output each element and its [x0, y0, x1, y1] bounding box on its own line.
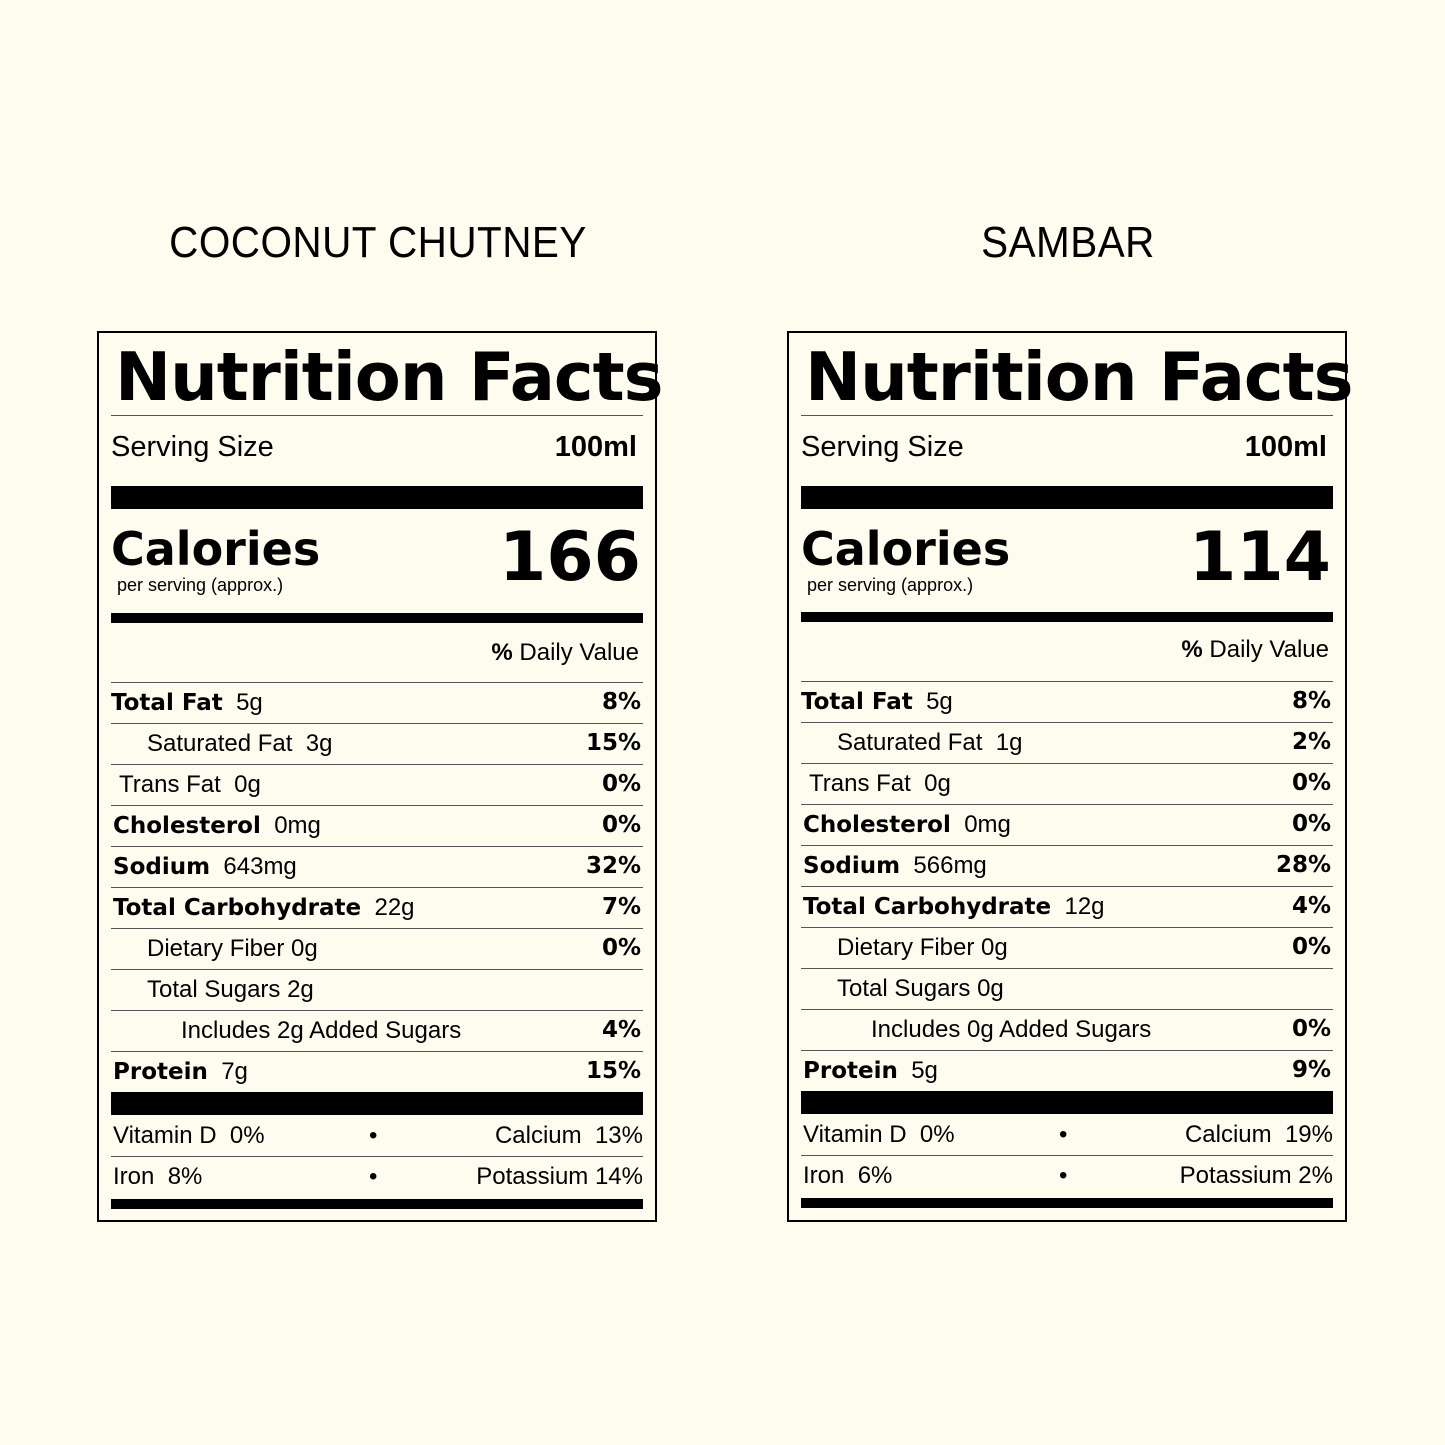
medium-divider — [111, 1199, 643, 1209]
nutrient-row-total-carbohydrate: Total Carbohydrate 12g 4% — [801, 886, 1333, 927]
calories-label: Calories — [801, 522, 1011, 576]
divider — [801, 415, 1333, 416]
nutrient-row-total-sugars: Total Sugars 2g — [111, 969, 643, 1010]
mineral-row: Iron 6% • Potassium 2% — [803, 1162, 1333, 1189]
product-heading-sambar: SAMBAR — [981, 218, 1155, 267]
nutrition-label-sambar: Nutrition Facts Serving Size 100ml Calor… — [787, 331, 1354, 1222]
serving-size-label: Serving Size — [801, 431, 964, 463]
calories-subtext: per serving (approx.) — [807, 575, 974, 595]
nutrient-row-sodium: Sodium 566mg 28% — [801, 845, 1333, 886]
nutrient-row-total-carbohydrate: Total Carbohydrate 22g 7% — [111, 887, 643, 928]
calories-label: Calories — [111, 522, 321, 576]
nutrient-row-saturated-fat: Saturated Fat 3g 15% — [111, 723, 643, 764]
nutrient-row-added-sugars: Includes 2g Added Sugars 4% — [111, 1010, 643, 1051]
nutrition-label-coconut-chutney: Nutrition Facts Serving Size 100ml Calor… — [97, 331, 664, 1222]
calories-value: 166 — [499, 518, 641, 597]
calories-subtext: per serving (approx.) — [117, 575, 284, 595]
thick-divider — [111, 1092, 643, 1115]
thick-divider — [111, 486, 643, 509]
product-heading-coconut-chutney: COCONUT CHUTNEY — [169, 218, 587, 267]
nutrient-row-added-sugars: Includes 0g Added Sugars 0% — [801, 1009, 1333, 1050]
divider — [801, 1155, 1333, 1156]
thick-divider — [801, 1091, 1333, 1114]
thick-divider — [801, 486, 1333, 509]
calories-value: 114 — [1189, 518, 1331, 597]
nutrient-row-dietary-fiber: Dietary Fiber 0g 0% — [111, 928, 643, 969]
serving-size-label: Serving Size — [111, 431, 274, 463]
vitamin-row: Vitamin D 0% • Calcium 19% — [803, 1121, 1333, 1148]
nutrient-row-protein: Protein 5g 9% — [801, 1050, 1333, 1091]
nutrient-row-cholesterol: Cholesterol 0mg 0% — [801, 804, 1333, 845]
nutrient-row-trans-fat: Trans Fat 0g 0% — [801, 763, 1333, 804]
divider — [111, 1156, 643, 1157]
vitamin-row: Vitamin D 0% • Calcium 13% — [113, 1122, 643, 1149]
medium-divider — [801, 1198, 1333, 1208]
nutrient-row-protein: Protein 7g 15% — [111, 1051, 643, 1092]
mineral-row: Iron 8% • Potassium 14% — [113, 1163, 643, 1190]
nutrient-row-sodium: Sodium 643mg 32% — [111, 846, 643, 887]
medium-divider — [801, 612, 1333, 622]
nutrient-row-cholesterol: Cholesterol 0mg 0% — [111, 805, 643, 846]
nutrient-row-total-sugars: Total Sugars 0g — [801, 968, 1333, 1009]
serving-size-value: 100ml — [554, 431, 637, 463]
medium-divider — [111, 613, 643, 623]
nutrition-facts-title: Nutrition Facts — [805, 338, 1354, 416]
nutrient-row-total-fat: Total Fat 5g 8% — [111, 682, 643, 723]
nutrient-row-trans-fat: Trans Fat 0g 0% — [111, 764, 643, 805]
nutrient-row-dietary-fiber: Dietary Fiber 0g 0% — [801, 927, 1333, 968]
nutrient-row-total-fat: Total Fat 5g 8% — [801, 681, 1333, 722]
nutrient-row-saturated-fat: Saturated Fat 1g 2% — [801, 722, 1333, 763]
serving-size-value: 100ml — [1244, 431, 1327, 463]
daily-value-header: % Daily Value — [491, 639, 639, 666]
daily-value-header: % Daily Value — [1181, 636, 1329, 663]
divider — [111, 415, 643, 416]
nutrition-facts-title: Nutrition Facts — [115, 338, 664, 416]
